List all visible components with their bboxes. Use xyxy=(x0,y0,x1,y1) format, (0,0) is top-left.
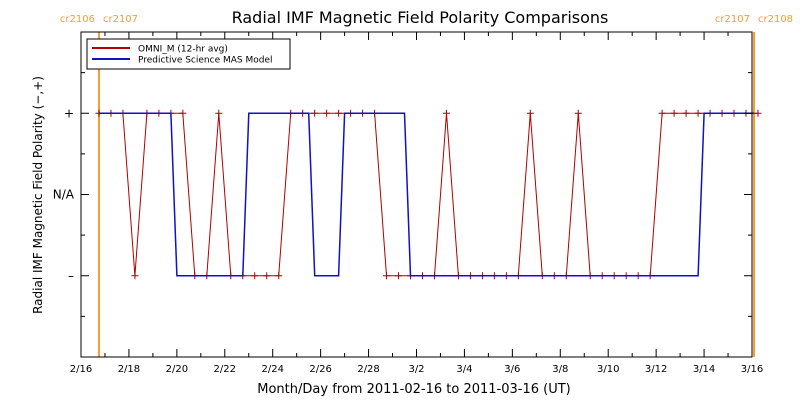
data-point xyxy=(682,109,690,117)
data-point xyxy=(754,109,762,117)
data-point xyxy=(694,109,702,117)
y-axis: + N/A – xyxy=(53,31,752,358)
x-tick-label: 3/2 xyxy=(408,364,424,375)
data-point xyxy=(311,109,319,117)
carrington-label-left: cr2107 xyxy=(715,14,750,25)
carrington-label-right: cr2107 xyxy=(103,14,138,25)
legend-box xyxy=(86,38,291,70)
plot-frame xyxy=(80,31,753,358)
legend-label: OMNI_M (12-hr avg) xyxy=(138,45,228,55)
x-tick-label: 3/8 xyxy=(552,364,568,375)
chart-title: Radial IMF Magnetic Field Polarity Compa… xyxy=(232,8,609,27)
legend: OMNI_M (12-hr avg)Predictive Science MAS… xyxy=(86,38,291,70)
data-point xyxy=(442,109,450,117)
x-axis-label: Month/Day from 2011-02-16 to 2011-03-16 … xyxy=(257,382,570,397)
data-point xyxy=(574,109,582,117)
y-tick-label: – xyxy=(68,269,74,283)
data-point xyxy=(526,109,534,117)
x-axis: 2/16 2/18 2/20 2/22 2/24 2/26 2/28 3/2 3/4 3/6 3/8… xyxy=(70,32,763,375)
carrington-label-right: cr2108 xyxy=(758,14,793,25)
series-line-mas xyxy=(99,112,754,277)
data-point xyxy=(215,109,223,117)
y-axis-label: Radial IMF Magnetic Field Polarity (−,+) xyxy=(31,76,45,314)
data-point xyxy=(275,272,283,280)
series-layer xyxy=(95,109,762,280)
carrington-markers: cr2106 cr2107 cr2107 cr2108 xyxy=(60,14,793,357)
data-point xyxy=(658,109,666,117)
data-point xyxy=(179,109,187,117)
data-point xyxy=(131,272,139,280)
data-point xyxy=(251,272,259,280)
x-tick-label: 3/12 xyxy=(645,364,667,375)
x-tick-label: 3/16 xyxy=(741,364,763,375)
x-tick-label: 2/26 xyxy=(309,364,331,375)
x-tick-label: 2/24 xyxy=(261,364,283,375)
legend-label: Predictive Science MAS Model xyxy=(138,56,273,66)
data-point xyxy=(395,272,403,280)
x-tick-label: 2/28 xyxy=(357,364,379,375)
data-point xyxy=(335,109,343,117)
x-tick-label: 2/20 xyxy=(166,364,188,375)
data-point xyxy=(670,109,678,117)
x-tick-label: 2/22 xyxy=(214,364,236,375)
y-tick-label: + xyxy=(64,106,74,120)
y-tick-label: N/A xyxy=(53,188,75,202)
data-point xyxy=(383,272,391,280)
x-tick-label: 3/10 xyxy=(597,364,619,375)
carrington-label-left: cr2106 xyxy=(60,14,95,25)
series-line-omni xyxy=(99,112,758,277)
x-tick-label: 3/4 xyxy=(456,364,472,375)
x-tick-label: 2/16 xyxy=(70,364,92,375)
x-tick-label: 3/14 xyxy=(693,364,715,375)
x-tick-label: 2/18 xyxy=(118,364,140,375)
data-point xyxy=(263,272,271,280)
x-tick-label: 3/6 xyxy=(504,364,520,375)
data-point xyxy=(323,109,331,117)
